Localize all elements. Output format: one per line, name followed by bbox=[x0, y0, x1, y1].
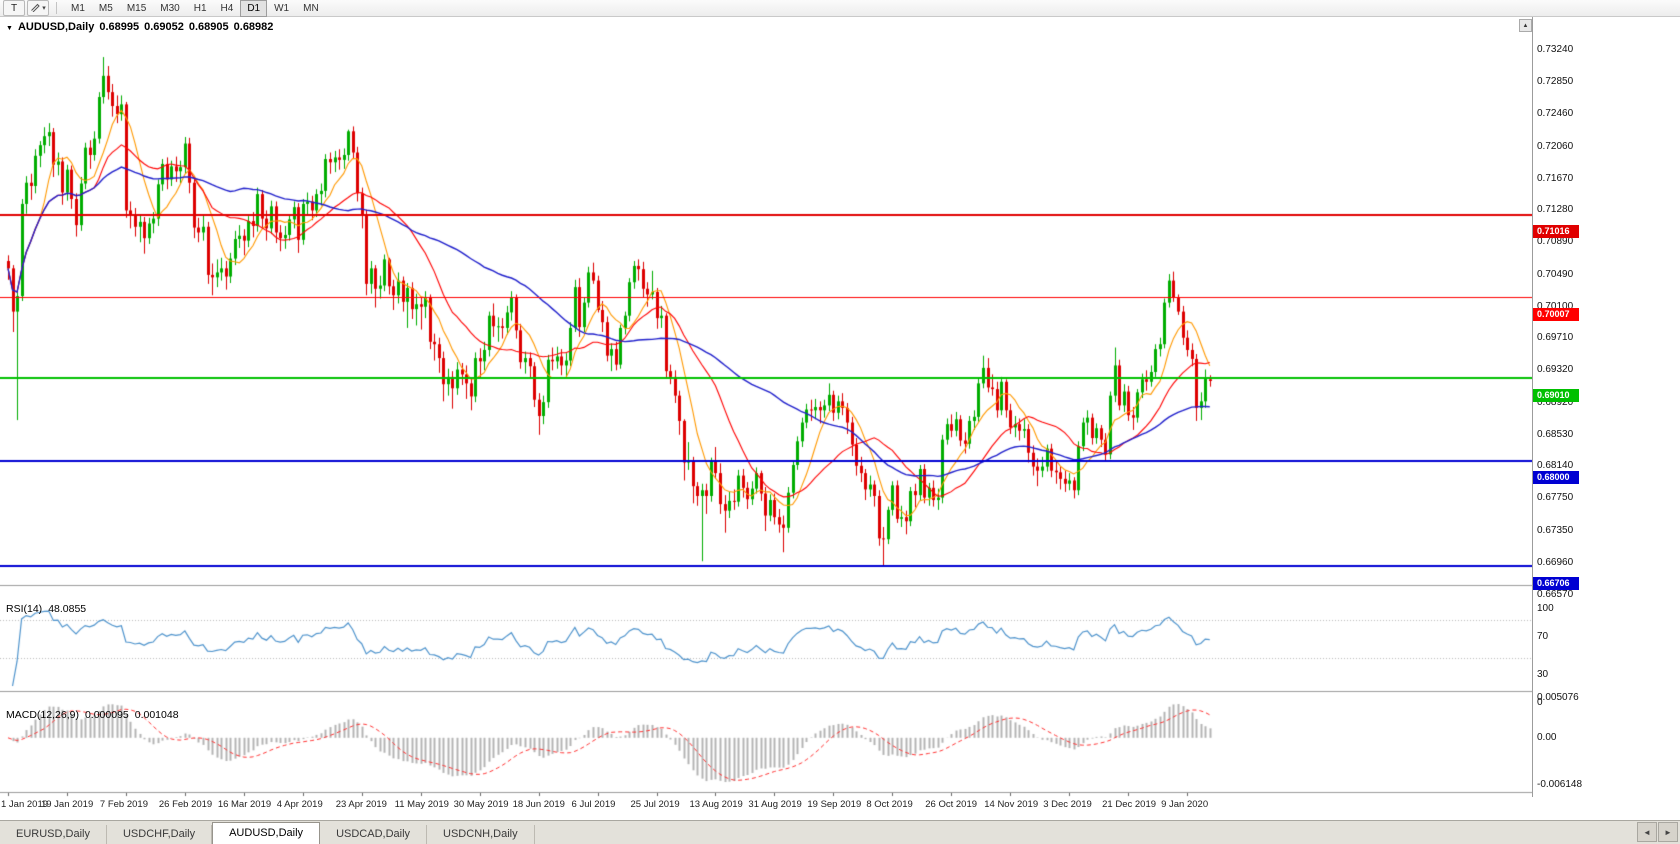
chart-area: ▼ AUDUSD,Daily 0.68995 0.69052 0.68905 0.6898… bbox=[0, 17, 1680, 820]
date-tick-label: 1 Jan 2019 bbox=[1, 799, 49, 810]
collapse-arrow-icon[interactable]: ▼ bbox=[6, 25, 13, 32]
price-tick-label: 0.67350 bbox=[1537, 524, 1574, 536]
price-tick-label: 0.68920 bbox=[1537, 396, 1574, 408]
tab-scroll-left-button[interactable]: ◄ bbox=[1637, 822, 1657, 842]
draw-tool-button[interactable]: ▾ bbox=[27, 0, 49, 16]
chart-tabs: EURUSD,Daily USDCHF,Daily AUDUSD,Daily USDC… bbox=[0, 822, 535, 844]
chart-tab-eurusd[interactable]: EURUSD,Daily bbox=[0, 825, 107, 844]
chart-scroll-button[interactable]: ▲ bbox=[1519, 19, 1532, 32]
toolbar-separator bbox=[56, 2, 57, 14]
price-tick-label: 0.68140 bbox=[1537, 460, 1574, 472]
timeframe-button-d1[interactable]: D1 bbox=[240, 0, 268, 17]
rsi-tick-label: 30 bbox=[1537, 668, 1549, 680]
date-tick-label: 19 Jan 2019 bbox=[40, 799, 94, 810]
chart-tab-usdchf[interactable]: USDCHF,Daily bbox=[107, 825, 213, 844]
price-tick-label: 0.67750 bbox=[1537, 492, 1574, 504]
timeframe-button-m5[interactable]: M5 bbox=[98, 2, 113, 14]
price-level-badge: 0.71016 bbox=[1533, 225, 1579, 239]
date-tick-label: 31 Aug 2019 bbox=[748, 799, 802, 810]
price-chart-canvas[interactable] bbox=[0, 17, 1532, 797]
rsi-tick-label: 70 bbox=[1537, 631, 1549, 643]
chart-tab-usdcad[interactable]: USDCAD,Daily bbox=[320, 825, 428, 844]
date-tick-label: 21 Dec 2019 bbox=[1102, 799, 1157, 810]
date-tick-label: 23 Apr 2019 bbox=[335, 799, 387, 810]
date-tick-label: 6 Jul 2019 bbox=[571, 799, 616, 810]
timeframe-button-m15[interactable]: M15 bbox=[126, 2, 147, 14]
date-tick-label: 4 Apr 2019 bbox=[276, 799, 323, 810]
chart-symbol-label: AUDUSD,Daily bbox=[17, 21, 95, 33]
price-tick-label: 0.70490 bbox=[1537, 268, 1574, 280]
bar-close-value: 0.68982 bbox=[233, 21, 274, 33]
chevron-down-icon: ▾ bbox=[42, 5, 46, 12]
price-level-badge: 0.70007 bbox=[1533, 307, 1579, 321]
date-tick-label: 9 Jan 2020 bbox=[1161, 799, 1209, 810]
macd-value2-label: 0.001048 bbox=[134, 709, 179, 721]
chart-tab-usdcnh[interactable]: USDCNH,Daily bbox=[427, 825, 535, 844]
price-tick-label: 0.66570 bbox=[1537, 588, 1574, 600]
timeframe-group: M1 M5 M15 M30 H1 H4 D1 W1 MN bbox=[64, 0, 326, 17]
top-toolbar: T ▾ M1 M5 M15 M30 H1 H4 D1 W1 MN bbox=[0, 0, 1680, 17]
price-tick-label: 0.72060 bbox=[1537, 140, 1574, 152]
price-tick-label: 0.72460 bbox=[1537, 108, 1574, 120]
bar-open-value: 0.68995 bbox=[99, 21, 140, 33]
bar-high-value: 0.69052 bbox=[144, 21, 184, 33]
date-tick-label: 3 Dec 2019 bbox=[1043, 799, 1092, 810]
date-tick-label: 26 Oct 2019 bbox=[925, 799, 978, 810]
date-tick-label: 7 Feb 2019 bbox=[99, 799, 148, 810]
date-tick-label: 8 Oct 2019 bbox=[866, 799, 913, 810]
text-tool-button[interactable]: T bbox=[3, 0, 25, 16]
date-tick-label: 18 Jun 2019 bbox=[512, 799, 565, 810]
macd-axis-zero-label: 0.00 bbox=[1537, 732, 1557, 743]
rsi-tick-label: 100 bbox=[1537, 603, 1554, 614]
price-level-badge: 0.68000 bbox=[1533, 471, 1579, 485]
timeframe-button-w1[interactable]: W1 bbox=[274, 2, 290, 14]
price-level-badge: 0.66706 bbox=[1533, 576, 1579, 590]
bar-low-value: 0.68905 bbox=[188, 21, 229, 33]
chart-tabs-bar: EURUSD,Daily USDCHF,Daily AUDUSD,Daily USDC… bbox=[0, 820, 1680, 844]
macd-value1-label: 0.000095 bbox=[84, 709, 129, 721]
macd-name-label: MACD(12,26,9) bbox=[6, 709, 79, 721]
price-level-badge: 0.69010 bbox=[1533, 389, 1579, 402]
rsi-header: RSI(14) 48.0855 bbox=[6, 603, 92, 615]
pencil-icon bbox=[30, 2, 41, 15]
price-tick-label: 0.71280 bbox=[1537, 204, 1574, 216]
rsi-name-label: RSI(14) bbox=[6, 603, 43, 615]
rsi-value-label: 48.0855 bbox=[48, 603, 87, 615]
timeframe-button-mn[interactable]: MN bbox=[303, 2, 319, 14]
timeframe-button-h4[interactable]: H4 bbox=[220, 2, 234, 14]
macd-header: MACD(12,26,9) 0.000095 0.001048 bbox=[6, 709, 185, 721]
timeframe-button-m1[interactable]: M1 bbox=[71, 2, 85, 14]
date-tick-label: 11 May 2019 bbox=[394, 799, 449, 810]
price-tick-label: 0.69710 bbox=[1537, 332, 1574, 344]
price-axis-separator bbox=[1532, 17, 1533, 797]
price-tick-label: 0.68530 bbox=[1537, 428, 1574, 440]
date-tick-label: 16 Mar 2019 bbox=[217, 799, 272, 810]
tab-scroll-right-button[interactable]: ► bbox=[1658, 822, 1678, 842]
timeframe-button-m30[interactable]: M30 bbox=[160, 2, 180, 14]
price-tick-label: 0.71670 bbox=[1537, 172, 1574, 184]
date-tick-label: 30 May 2019 bbox=[453, 799, 509, 810]
chart-header: ▼ AUDUSD,Daily 0.68995 0.69052 0.68905 0.6898… bbox=[6, 21, 278, 33]
date-tick-label: 19 Sep 2019 bbox=[807, 799, 862, 810]
price-tick-label: 0.69320 bbox=[1537, 364, 1574, 376]
macd-axis-bottom-label: -0.006148 bbox=[1537, 779, 1583, 790]
date-tick-label: 14 Nov 2019 bbox=[984, 799, 1039, 810]
chart-tab-audusd[interactable]: AUDUSD,Daily bbox=[212, 822, 321, 844]
date-tick-label: 13 Aug 2019 bbox=[689, 799, 743, 810]
rsi-tick-label: 0 bbox=[1537, 697, 1543, 708]
price-tick-label: 0.72850 bbox=[1537, 76, 1574, 88]
macd-axis-top-label: 0.005076 bbox=[1537, 692, 1579, 703]
date-tick-label: 26 Feb 2019 bbox=[158, 799, 213, 810]
price-tick-label: 0.70890 bbox=[1537, 236, 1574, 248]
timeframe-button-h1[interactable]: H1 bbox=[193, 2, 207, 14]
price-tick-label: 0.70100 bbox=[1537, 300, 1574, 312]
date-tick-label: 25 Jul 2019 bbox=[630, 799, 680, 810]
price-tick-label: 0.66960 bbox=[1537, 556, 1574, 568]
price-tick-label: 0.73240 bbox=[1537, 44, 1574, 56]
tab-scroll-arrows: ◄ ► bbox=[1637, 822, 1678, 842]
